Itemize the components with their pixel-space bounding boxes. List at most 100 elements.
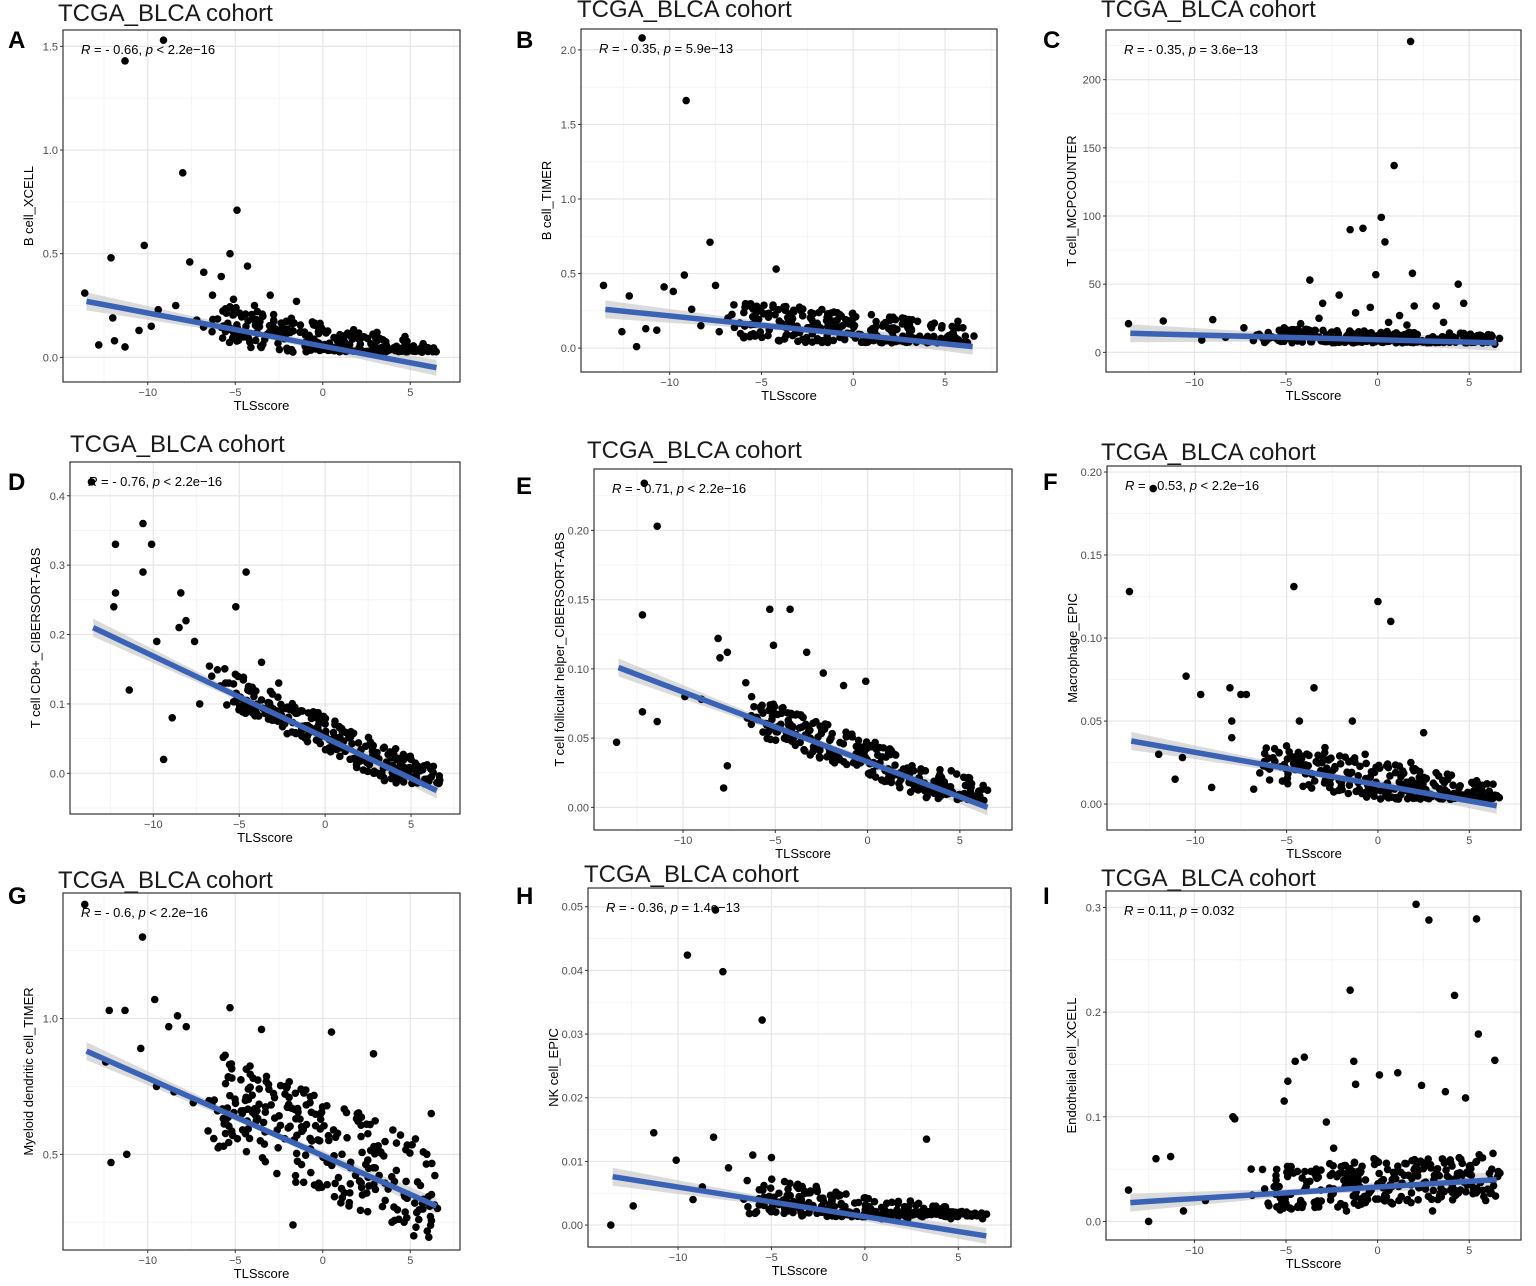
scatter-point: [221, 1129, 230, 1138]
scatter-point: [249, 1074, 257, 1082]
scatter-point: [1311, 1198, 1319, 1206]
scatter-point: [1307, 1167, 1315, 1176]
scatter-point: [1275, 1182, 1283, 1191]
scatter-point: [287, 314, 296, 323]
y-tick-label: 0.1: [1086, 1112, 1101, 1124]
scatter-point: [252, 687, 260, 695]
scatter-point: [1427, 1195, 1436, 1204]
scatter-point: [709, 1133, 718, 1142]
scatter-point: [291, 703, 299, 712]
x-tick-label: −10: [1185, 1245, 1204, 1257]
plot-frame: [587, 887, 1012, 1248]
scatter-point: [1350, 1057, 1358, 1066]
scatter-point: [921, 767, 930, 775]
scatter-point: [801, 720, 810, 729]
scatter-point: [409, 1232, 418, 1240]
scatter-point: [405, 752, 414, 761]
scatter-point: [291, 709, 300, 718]
scatter-point: [1395, 1196, 1403, 1205]
scatter-point: [1438, 1155, 1447, 1163]
scatter-point: [291, 728, 300, 737]
scatter-point: [292, 297, 301, 306]
scatter-point: [293, 1157, 302, 1166]
scatter-point: [182, 1022, 191, 1031]
scatter-point: [889, 314, 898, 323]
scatter-point: [110, 602, 118, 611]
scatter-point: [790, 306, 798, 315]
scatter-point: [1230, 1115, 1239, 1123]
y-tick-label: 0.0: [50, 768, 65, 780]
scatter-point: [399, 763, 408, 771]
plot-frame: [1105, 890, 1522, 1241]
scatter-point: [1450, 991, 1459, 1000]
scatter-point: [930, 777, 938, 786]
stat-r-value: = 0.11,: [1133, 903, 1179, 918]
scatter-point: [1432, 768, 1440, 777]
scatter-point: [328, 744, 337, 753]
scatter-point: [767, 1175, 776, 1183]
scatter-point: [213, 315, 222, 323]
stat-p-symbol: p: [1188, 42, 1196, 57]
scatter-point: [1293, 756, 1302, 765]
scatter-point: [922, 1135, 931, 1143]
scatter-point: [1382, 1159, 1391, 1168]
scatter-point: [750, 702, 758, 711]
scatter-point: [1345, 758, 1353, 766]
y-axis-label: T cell CD8+_CIBERSORT-ABS: [28, 547, 43, 728]
scatter-point: [1249, 785, 1258, 793]
scatter-point: [783, 330, 791, 339]
scatter-point: [121, 343, 129, 351]
scatter-point: [150, 995, 159, 1004]
stat-p-value: = 5.9e−13: [671, 41, 733, 56]
scatter-point: [1427, 1164, 1435, 1172]
scatter-point: [250, 315, 259, 323]
scatter-point: [1400, 1171, 1408, 1180]
panel-letter: F: [1043, 469, 1058, 496]
scatter-point: [1383, 1165, 1392, 1174]
x-tick-label: 0: [862, 1252, 868, 1264]
scatter-point: [1377, 1177, 1386, 1186]
y-axis-label: NK cell_EPIC: [546, 1028, 561, 1107]
scatter-point: [1412, 900, 1420, 909]
scatter-point: [338, 1150, 346, 1159]
scatter-point: [412, 1208, 421, 1217]
x-axis-label: TLSscore: [237, 830, 293, 845]
scatter-point: [815, 752, 824, 761]
scatter-point: [310, 1091, 318, 1100]
scatter-point: [121, 1006, 129, 1015]
scatter-point: [1327, 329, 1335, 337]
scatter-point: [828, 1197, 836, 1205]
plot-frame: [62, 892, 461, 1251]
scatter-point: [207, 672, 216, 680]
scatter-point: [765, 1192, 774, 1201]
correlation-stat: R = - 0.71, p < 2.2e−16: [612, 481, 746, 496]
scatter-point: [243, 262, 252, 270]
x-tick-label: 0: [320, 387, 326, 399]
scatter-point: [257, 658, 266, 667]
scatter-point: [1260, 1185, 1269, 1193]
scatter-point: [268, 690, 277, 698]
scatter-point: [355, 343, 363, 352]
panel-title: TCGA_BLCA cohort: [1101, 0, 1316, 23]
scatter-point: [711, 281, 720, 290]
scatter-point: [1371, 1195, 1380, 1203]
scatter-point: [256, 1136, 265, 1145]
scatter-point: [281, 1082, 290, 1091]
scatter-point: [937, 1205, 945, 1213]
scatter-point: [245, 1134, 254, 1143]
stat-p-value: = 3.6e−13: [1196, 42, 1258, 57]
scatter-point: [716, 654, 724, 662]
scatter-point: [1472, 915, 1481, 923]
x-tick-label: −5: [233, 819, 246, 831]
scatter-point: [1197, 336, 1206, 344]
scatter-point: [842, 760, 851, 769]
scatter-point: [612, 738, 621, 747]
scatter-point: [152, 637, 161, 646]
stat-p-value: < 2.2e−16: [153, 42, 215, 57]
scatter-point: [340, 1105, 349, 1113]
scatter-point: [220, 665, 229, 673]
plot-frame: [593, 468, 1013, 831]
scatter-point: [370, 767, 378, 776]
scatter-point: [641, 324, 650, 333]
scatter-point: [1361, 1176, 1370, 1184]
